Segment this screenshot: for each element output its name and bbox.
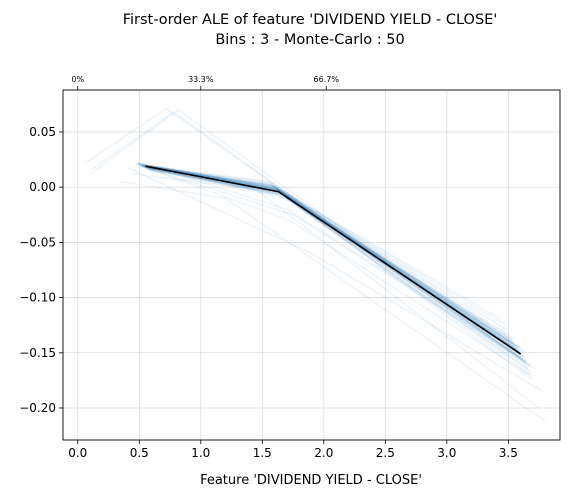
monte-carlo-line (153, 166, 524, 359)
monte-carlo-line (140, 164, 524, 355)
ale-curve (145, 165, 522, 355)
monte-carlo-line (151, 168, 527, 363)
monte-carlo-line (133, 173, 540, 409)
top-tick-label: 0% (71, 75, 84, 84)
x-tick-label: 2.0 (314, 446, 333, 460)
y-tick-label: 0.05 (29, 125, 56, 139)
monte-carlo-line (141, 164, 515, 343)
y-tick-label: −0.10 (19, 291, 56, 305)
monte-carlo-line (135, 163, 514, 345)
chart-subtitle: Bins : 3 - Monte-Carlo : 50 (215, 32, 404, 48)
monte-carlo-line (143, 166, 534, 378)
top-tick-label: 66.7% (314, 75, 340, 84)
monte-carlo-line (136, 162, 515, 347)
x-axis-label: Feature 'DIVIDEND YIELD - CLOSE' (200, 473, 422, 488)
monte-carlo-line (137, 163, 517, 351)
monte-carlo-line (142, 164, 511, 340)
monte-carlo-line (136, 163, 519, 348)
chart-title: First-order ALE of feature 'DIVIDEND YIE… (123, 12, 498, 28)
x-tick-label: 1.0 (191, 446, 210, 460)
top-tick-label: 33.3% (188, 75, 214, 84)
top-quantile-axis: 0% 33.3% 66.7% (71, 75, 339, 90)
monte-carlo-line (142, 164, 514, 344)
monte-carlo-line (148, 167, 515, 341)
y-tick-label: −0.15 (19, 346, 56, 360)
monte-carlo-line (142, 164, 520, 350)
monte-carlo-line (88, 108, 531, 367)
monte-carlo-line (145, 166, 529, 368)
grid (63, 90, 560, 440)
x-tick-label: 2.5 (376, 446, 395, 460)
plot-frame (62, 89, 561, 441)
monte-carlo-line (142, 165, 513, 342)
x-tick-label: 3.0 (437, 446, 456, 460)
monte-carlo-line (146, 166, 529, 370)
x-tick-label: 0.0 (68, 446, 87, 460)
monte-carlo-line (126, 166, 544, 393)
monte-carlo-line (144, 164, 503, 321)
x-tick-label: 3.5 (499, 446, 518, 460)
x-tick-label: 0.5 (130, 446, 149, 460)
y-axis: 0.05 0.00 −0.05 −0.10 −0.15 −0.20 (19, 125, 63, 415)
monte-carlo-line (120, 180, 546, 422)
monte-carlo-line (140, 164, 512, 337)
monte-carlo-line (140, 164, 518, 350)
ale-main-line (145, 165, 522, 355)
monte-carlo-line (139, 165, 507, 326)
x-axis: 0.0 0.5 1.0 1.5 2.0 2.5 3.0 3.5 (68, 440, 518, 460)
y-tick-label: −0.05 (19, 235, 56, 249)
y-tick-label: 0.00 (29, 180, 56, 194)
x-tick-label: 1.5 (253, 446, 272, 460)
y-tick-label: −0.20 (19, 401, 56, 415)
monte-carlo-line (137, 162, 525, 352)
